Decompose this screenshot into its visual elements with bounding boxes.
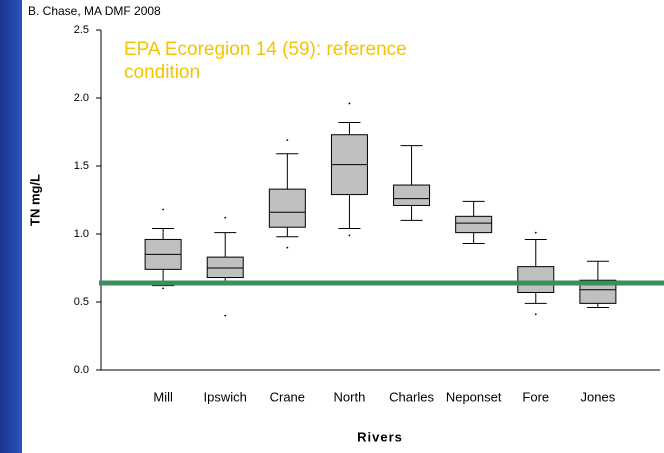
x-axis-label: Rivers — [357, 429, 403, 444]
box — [579, 279, 617, 304]
x-tick-label: Neponset — [446, 389, 502, 404]
outlier — [348, 234, 351, 237]
outlier — [162, 208, 165, 211]
x-tick-label: Jones — [581, 389, 616, 404]
box — [206, 256, 244, 279]
outlier — [162, 287, 165, 290]
y-tick-label: 0.5 — [74, 296, 89, 308]
x-tick-label: Mill — [153, 389, 173, 404]
side-band — [0, 0, 22, 453]
y-tick-label: 1.0 — [74, 228, 89, 240]
box — [393, 184, 431, 206]
x-tick-label: Fore — [522, 389, 549, 404]
outlier — [286, 139, 289, 142]
x-tick-label: Ipswich — [204, 389, 247, 404]
outlier — [286, 246, 289, 249]
outlier — [534, 313, 537, 316]
y-tick-label: 0.0 — [74, 364, 89, 376]
annotation: EPA Ecoregion 14 (59): reference conditi… — [124, 39, 407, 83]
outlier — [534, 231, 537, 234]
box — [455, 215, 493, 234]
x-tick-label: Charles — [389, 389, 434, 404]
box — [268, 188, 306, 228]
y-tick-label: 2.0 — [74, 92, 89, 104]
outlier — [348, 102, 351, 105]
outlier — [224, 314, 227, 317]
outlier — [224, 216, 227, 219]
x-tick-label: Crane — [270, 389, 305, 404]
source: B. Chase, MA DMF 2008 — [28, 4, 161, 18]
box — [517, 266, 555, 293]
y-axis-label: TN mg/L — [27, 174, 42, 226]
y-tick-label: 2.5 — [74, 24, 89, 36]
x-tick-label: North — [334, 389, 366, 404]
y-tick-label: 1.5 — [74, 160, 89, 172]
